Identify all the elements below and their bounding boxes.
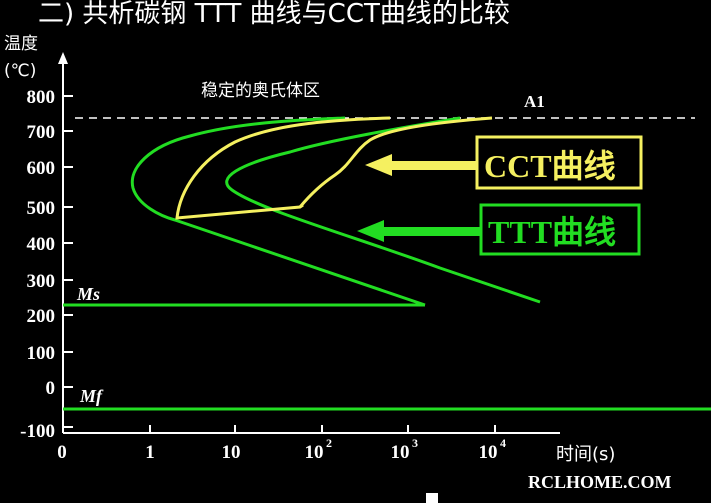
x-tick-label: 10 [479, 442, 498, 463]
cct-label-box [475, 135, 643, 190]
ttt-start-curve [130, 116, 426, 307]
ttt-label: TTT曲线 [488, 214, 616, 250]
cct-arrow [365, 154, 477, 176]
x-axis-label: 时间(s) [556, 444, 615, 465]
x-tick-exponents: 2 3 4 [326, 436, 506, 450]
cct-finish-curve [298, 116, 493, 208]
region-label: 稳定的奥氏体区 [201, 81, 320, 101]
y-tick-marks [63, 95, 73, 428]
cct-start-curve [175, 116, 391, 220]
x-tick-label: 10 [391, 442, 410, 463]
ttt-label-box [479, 203, 641, 256]
x-tick-exponent: 3 [412, 436, 418, 450]
y-tick-label: 600 [27, 158, 56, 179]
watermark: RCLHOME.COM [528, 472, 672, 492]
x-tick-labels: 0 1 10 10 10 10 [57, 442, 497, 463]
ms-label: Ms [76, 284, 100, 304]
y-tick-label: 500 [27, 198, 56, 219]
y-tick-label: 800 [27, 87, 56, 108]
x-tick-label: 10 [222, 442, 241, 463]
mf-label: Mf [79, 386, 104, 406]
y-tick-label: 100 [27, 343, 56, 364]
x-tick-label: 0 [57, 442, 67, 463]
slide-marker [426, 493, 438, 503]
y-axis-arrow [58, 52, 68, 64]
ttt-finish-curve [225, 116, 541, 304]
x-tick-label: 10 [305, 442, 324, 463]
y-tick-label: 700 [27, 122, 56, 143]
slide-title: 二) 共析碳钢 TTT 曲线与CCT曲线的比较 [38, 0, 510, 29]
y-axis-label: 温度 [4, 34, 38, 54]
x-tick-exponent: 4 [500, 436, 506, 450]
y-axis-unit: (℃) [4, 61, 36, 81]
a1-label: A1 [524, 92, 545, 111]
cct-label: CCT曲线 [484, 148, 616, 184]
y-tick-label: 200 [27, 306, 56, 327]
x-tick-label: 1 [145, 442, 155, 463]
y-tick-label: 300 [27, 271, 56, 292]
y-tick-label: -100 [20, 421, 55, 442]
x-tick-exponent: 2 [326, 436, 332, 450]
ttt-arrow [357, 220, 481, 242]
x-tick-marks [149, 425, 496, 433]
y-tick-labels: 800 700 600 500 400 300 200 100 0 -100 [20, 87, 55, 442]
y-tick-label: 400 [27, 234, 56, 255]
y-tick-label: 0 [46, 378, 56, 399]
